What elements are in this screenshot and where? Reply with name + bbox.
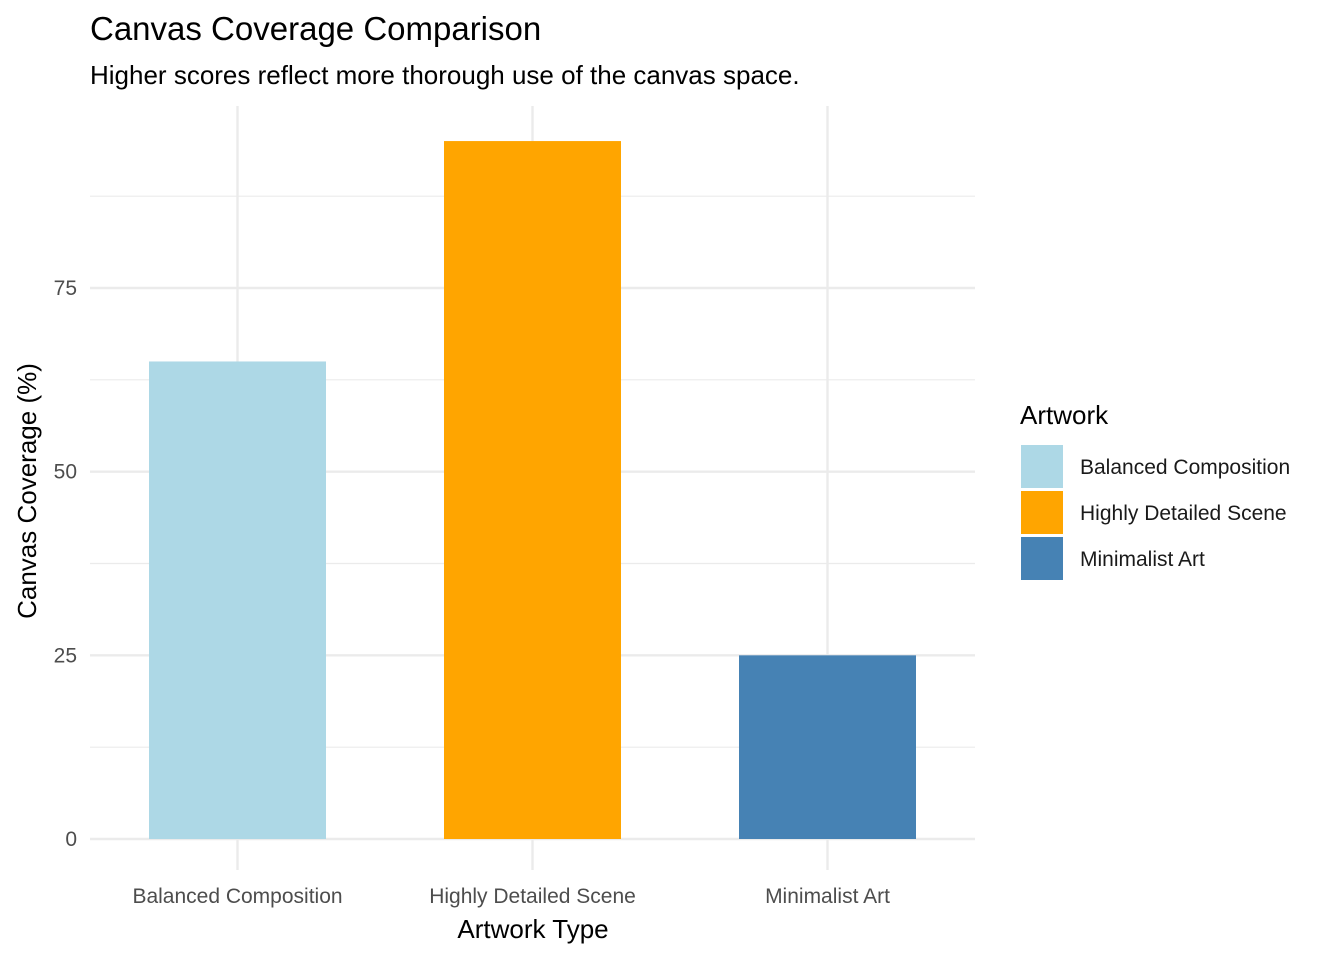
legend-label: Minimalist Art xyxy=(1080,548,1205,571)
y-axis-ticks: 0 25 50 75 xyxy=(54,277,77,851)
y-tick-label: 0 xyxy=(65,828,77,851)
bar-highly-detailed-scene xyxy=(444,141,621,840)
bar-balanced-composition xyxy=(149,361,326,839)
x-tick-label: Minimalist Art xyxy=(765,885,890,908)
y-tick-label: 75 xyxy=(54,277,77,300)
legend-title: Artwork xyxy=(1020,400,1109,430)
legend-label: Balanced Composition xyxy=(1080,456,1290,479)
legend-swatch xyxy=(1021,491,1063,534)
y-axis-title: Canvas Coverage (%) xyxy=(12,363,42,619)
x-axis-ticks: Balanced Composition Highly Detailed Scen… xyxy=(132,885,890,908)
chart-title: Canvas Coverage Comparison xyxy=(90,10,541,47)
x-tick-label: Balanced Composition xyxy=(132,885,342,908)
x-tick-label: Highly Detailed Scene xyxy=(429,885,636,908)
x-axis-title: Artwork Type xyxy=(457,914,608,944)
legend-label: Highly Detailed Scene xyxy=(1080,502,1287,525)
bar-minimalist-art xyxy=(739,655,916,839)
bars xyxy=(149,141,916,840)
legend: Artwork Balanced Composition Highly Detai… xyxy=(1020,400,1290,580)
legend-swatch xyxy=(1021,537,1063,580)
y-tick-label: 25 xyxy=(54,644,77,667)
legend-swatch xyxy=(1021,445,1063,488)
chart-subtitle: Higher scores reflect more thorough use … xyxy=(90,60,800,90)
y-tick-label: 50 xyxy=(54,461,77,484)
